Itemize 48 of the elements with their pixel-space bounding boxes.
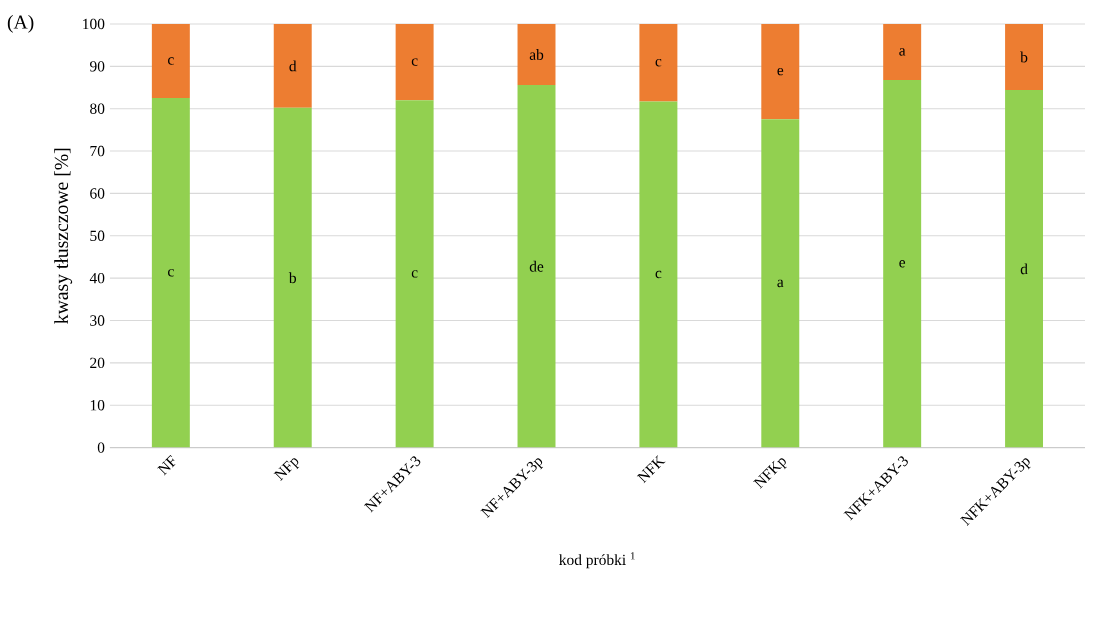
- bar: [639, 101, 678, 448]
- data-label: e: [899, 259, 906, 268]
- data-label: c: [655, 58, 662, 67]
- y-tick-label: 20: [90, 357, 105, 368]
- data-label: a: [899, 48, 906, 56]
- y-axis-title: kwasy tłuszczowe [%]: [54, 148, 73, 324]
- y-tick-label: 70: [90, 145, 105, 157]
- data-label: c: [655, 270, 662, 279]
- bar: [273, 23, 312, 108]
- data-label: c: [168, 57, 174, 65]
- bar: [273, 107, 312, 448]
- data-label: e: [777, 67, 784, 76]
- y-tick-label: 90: [90, 60, 105, 72]
- data-label: de: [529, 260, 544, 272]
- chart-title: (A): [7, 14, 34, 33]
- data-label: ab: [529, 48, 544, 60]
- data-label: c: [168, 268, 174, 277]
- y-tick-label: 40: [89, 272, 105, 284]
- y-tick-label: 0: [97, 442, 105, 453]
- bar: [517, 23, 556, 85]
- x-tick-label: NF: [157, 454, 176, 476]
- y-tick-label: 100: [83, 18, 105, 29]
- data-label: a: [777, 279, 784, 287]
- x-axis-title: kod próbki $^{1}$: [559, 551, 635, 568]
- data-label: c: [411, 58, 418, 66]
- bar: [883, 79, 922, 448]
- bar: [151, 97, 190, 448]
- data-label: b: [1020, 51, 1028, 63]
- bar: [639, 23, 678, 102]
- data-label: d: [289, 60, 297, 72]
- y-tick-label: 10: [90, 399, 105, 411]
- bar: [883, 23, 922, 80]
- y-tick-label: 60: [90, 188, 105, 199]
- bar: [395, 100, 434, 448]
- bar: [517, 84, 556, 448]
- y-tick-label: 80: [90, 103, 105, 114]
- data-label: b: [288, 272, 297, 283]
- bar: [395, 23, 434, 101]
- bar: [1005, 89, 1044, 448]
- y-tick-label: 50: [90, 230, 105, 241]
- data-label: c: [411, 270, 418, 278]
- bar: [761, 23, 800, 120]
- bar: [1005, 23, 1044, 90]
- x-tick-label: NFp: [273, 458, 300, 481]
- y-tick-label: 30: [90, 315, 105, 326]
- bar: [761, 119, 800, 448]
- bar: [151, 23, 190, 98]
- data-label: d: [1020, 263, 1028, 275]
